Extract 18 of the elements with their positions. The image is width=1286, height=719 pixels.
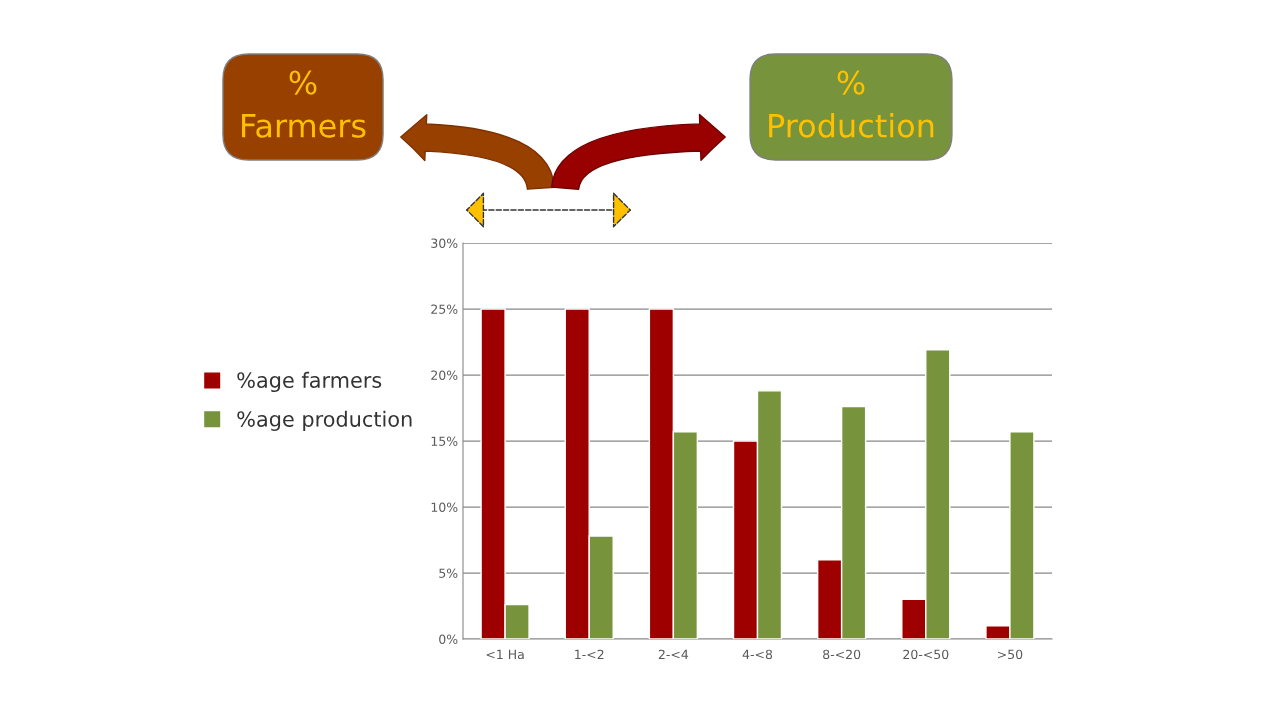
x-tick-label: <1 Ha	[486, 649, 524, 660]
y-tick-label: 15%	[431, 436, 458, 446]
x-tick-label: 1-<2	[575, 649, 604, 659]
y-tick-label: 5%	[439, 568, 458, 578]
text: % Farmers	[242, 70, 366, 138]
x-tick-label: 20-<50	[903, 649, 949, 660]
x-tick-label: 4-<8	[742, 649, 773, 660]
x-tick-label: >50	[998, 649, 1023, 660]
x-tick-label: 8-<20	[823, 649, 861, 660]
y-tick-label: 10%	[431, 502, 458, 512]
y-tick-label: 25%	[431, 304, 458, 314]
y-tick-label: 0%	[439, 634, 458, 644]
x-tick-label: 2-<4	[658, 649, 689, 659]
legend-label: %age farmers	[237, 371, 382, 393]
y-tick-label: 20%	[431, 370, 458, 380]
y-tick-label: 30%	[431, 238, 458, 248]
text: % Production	[769, 70, 934, 138]
legend-label: %age production	[237, 410, 412, 431]
